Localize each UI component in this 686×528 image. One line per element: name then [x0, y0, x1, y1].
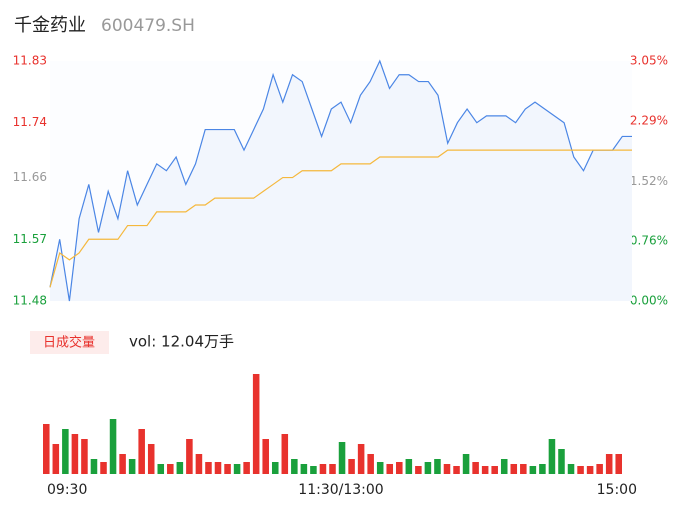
volume-bar	[586, 466, 594, 474]
volume-bar	[291, 459, 298, 474]
x-tick-label: 09:30	[47, 482, 87, 498]
volume-bar	[434, 459, 441, 474]
volume-bar	[128, 459, 136, 474]
volume-bar	[252, 374, 260, 474]
volume-bar	[424, 462, 432, 474]
volume-bar	[281, 434, 289, 474]
volume-bar	[109, 419, 117, 474]
y2-tick-label: 3.05%	[630, 54, 668, 68]
volume-bar	[396, 462, 403, 474]
volume-bar	[224, 464, 231, 474]
volume-title: 日成交量	[43, 335, 95, 351]
y-tick-label: 11.57	[13, 232, 47, 246]
volume-bar	[310, 466, 317, 474]
volume-bar	[243, 462, 250, 474]
volume-bar	[577, 466, 584, 474]
volume-bar	[510, 464, 518, 474]
x-tick-label: 11:30/13:00	[298, 482, 383, 498]
volume-bar	[233, 464, 241, 474]
volume-bar	[167, 464, 174, 474]
volume-bar	[43, 424, 50, 474]
volume-bar	[472, 462, 479, 474]
price-line	[49, 59, 632, 302]
price-area	[50, 61, 632, 301]
volume-bar	[386, 464, 394, 474]
y2-tick-label: 0.76%	[630, 234, 668, 248]
volume-bar	[52, 444, 60, 474]
volume-bar	[500, 459, 508, 474]
volume-bar	[453, 466, 460, 474]
y-tick-label: 11.74	[13, 115, 47, 129]
y-tick-label: 11.83	[13, 54, 47, 68]
volume-bar	[90, 459, 98, 474]
volume-bar	[329, 464, 336, 474]
y2-tick-label: 2.29%	[630, 113, 668, 127]
volume-bar	[214, 462, 222, 474]
volume-bar	[262, 439, 269, 474]
volume-bar	[62, 429, 69, 474]
volume-bar	[119, 454, 126, 474]
volume-bar	[548, 439, 556, 474]
volume-bar	[615, 454, 622, 474]
volume-bar	[157, 464, 165, 474]
volume-bar	[567, 464, 575, 474]
volume-bar	[596, 464, 603, 474]
volume-bar	[271, 462, 279, 474]
stock-name: 千金药业	[14, 15, 86, 36]
volume-bar	[520, 464, 527, 474]
volume-bar	[415, 466, 422, 474]
volume-bar	[71, 434, 79, 474]
volume-bar	[558, 449, 565, 474]
volume-bar	[376, 462, 384, 474]
x-tick-label: 15:00	[597, 482, 637, 498]
volume-bar	[100, 462, 107, 474]
volume-bar	[138, 429, 145, 474]
volume-bar	[300, 464, 308, 474]
volume-label: vol: 12.04万手	[129, 333, 234, 351]
volume-bar	[367, 454, 374, 474]
volume-bar	[443, 464, 451, 474]
volume-bar	[338, 442, 346, 474]
y-tick-label: 11.48	[13, 294, 47, 308]
volume-bar	[405, 459, 413, 474]
volume-bar	[529, 466, 537, 474]
y2-tick-label: 1.52%	[630, 174, 668, 188]
average-line	[49, 149, 632, 288]
volume-bar	[539, 464, 546, 474]
y2-tick-label: 0.00%	[630, 294, 668, 308]
y-tick-label: 11.66	[13, 170, 47, 184]
volume-bar	[605, 454, 613, 474]
stock-code: 600479.SH	[101, 16, 195, 36]
volume-bar	[357, 444, 365, 474]
volume-bar	[319, 464, 327, 474]
volume-bar	[462, 454, 470, 474]
volume-bar	[81, 439, 88, 474]
volume-bar	[195, 454, 203, 474]
volume-bar	[205, 462, 212, 474]
volume-bar	[176, 462, 184, 474]
volume-bar	[481, 466, 489, 474]
volume-bar	[348, 459, 355, 474]
volume-bar	[147, 444, 155, 474]
volume-bar	[186, 439, 193, 474]
volume-badge	[30, 331, 109, 354]
volume-bar	[491, 466, 498, 474]
